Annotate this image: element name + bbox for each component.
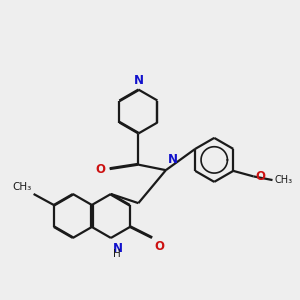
- Text: H: H: [113, 249, 121, 259]
- Text: N: N: [168, 154, 178, 166]
- Text: O: O: [95, 163, 105, 176]
- Text: CH₃: CH₃: [12, 182, 32, 192]
- Text: N: N: [113, 242, 123, 255]
- Text: N: N: [134, 74, 143, 87]
- Text: O: O: [155, 240, 165, 253]
- Text: O: O: [256, 170, 266, 183]
- Text: CH₃: CH₃: [275, 175, 293, 185]
